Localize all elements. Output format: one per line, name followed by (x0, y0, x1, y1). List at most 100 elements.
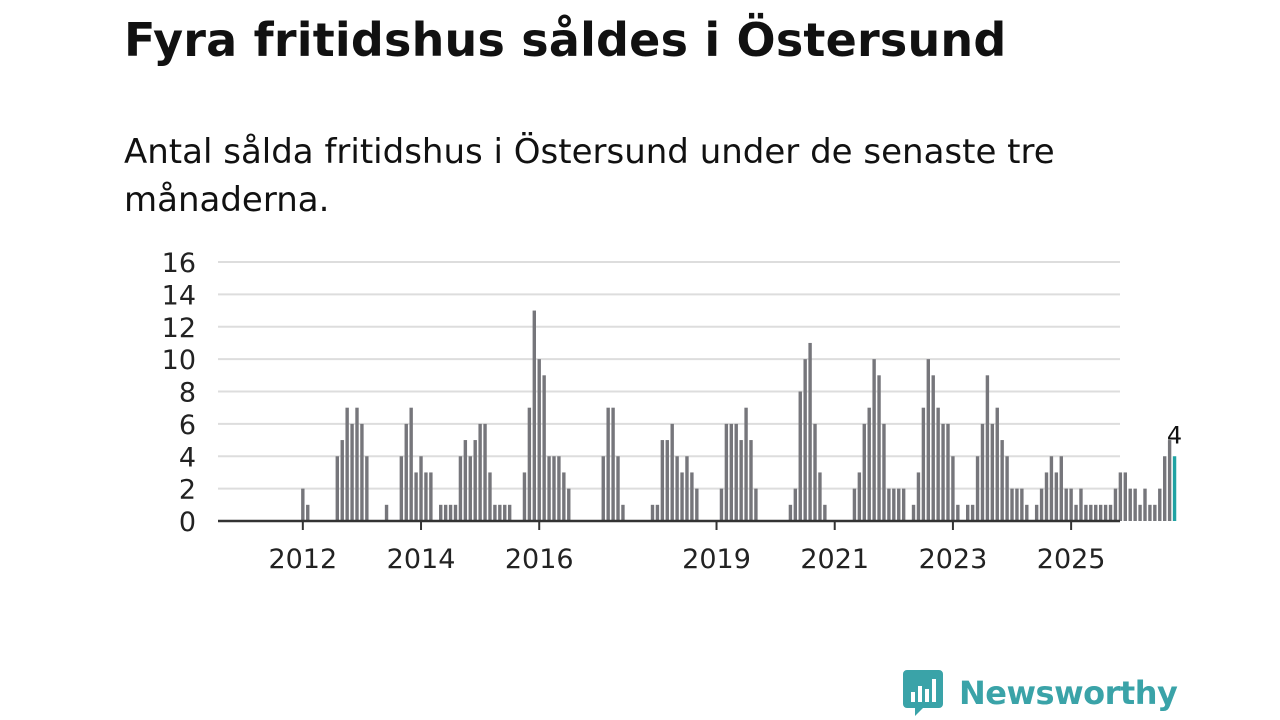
highlight-bar (1172, 456, 1177, 521)
bar (345, 407, 349, 521)
bar (1020, 488, 1024, 522)
bar (867, 407, 871, 521)
bar (946, 423, 950, 522)
bar (1133, 488, 1137, 522)
bar (1015, 488, 1019, 522)
bar (557, 456, 561, 521)
bar (916, 472, 921, 521)
bar (473, 440, 477, 521)
bar (808, 342, 812, 521)
bar (892, 488, 896, 522)
bar (621, 504, 625, 521)
x-axis-ticks: 2012 2014 2016 2019 2021 2023 2025 (268, 521, 1105, 575)
bar (1138, 504, 1142, 521)
bar (419, 456, 423, 521)
bar (552, 456, 556, 521)
x-tick-label: 2021 (800, 544, 869, 575)
bar (1103, 504, 1108, 521)
bar (897, 488, 901, 522)
bars (301, 310, 1177, 522)
bar (1113, 488, 1118, 522)
bar (813, 423, 817, 522)
bar (606, 407, 610, 521)
bar (980, 423, 985, 522)
bar (690, 472, 694, 521)
bar (936, 407, 940, 521)
bar (1094, 504, 1098, 521)
newsworthy-logo: Newsworthy (903, 670, 1178, 716)
bar (675, 456, 679, 521)
chart-subtitle: Antal sålda fritidshus i Östersund under… (124, 132, 1055, 220)
data-label: 4 (1167, 421, 1182, 449)
bar (399, 456, 404, 521)
bar (1064, 488, 1068, 522)
y-tick-label: 10 (162, 345, 196, 376)
bar (788, 504, 793, 521)
bar (468, 456, 472, 521)
bar (1044, 472, 1049, 521)
bar (744, 407, 748, 521)
bar (719, 488, 724, 522)
bar (567, 488, 571, 522)
bar (798, 391, 802, 521)
bar (852, 488, 857, 522)
bar (1143, 488, 1147, 522)
x-tick-label: 2019 (682, 544, 751, 575)
bar (887, 488, 891, 522)
bar (803, 359, 807, 522)
bar (990, 423, 995, 522)
bar (749, 440, 753, 521)
bar (429, 472, 433, 521)
bar (660, 440, 665, 521)
bar (409, 407, 413, 521)
bar (1163, 456, 1167, 521)
bar (857, 472, 862, 521)
bar (365, 456, 369, 521)
bar (995, 407, 999, 521)
bar (414, 472, 418, 521)
bar (793, 488, 798, 522)
bar (424, 472, 428, 521)
chart-title: Fyra fritidshus såldes i Östersund (124, 13, 1007, 67)
y-tick-label: 16 (162, 248, 196, 279)
bar (1054, 472, 1059, 521)
bar (542, 375, 546, 521)
y-tick-label: 0 (179, 507, 196, 538)
bar (970, 504, 975, 521)
bar (1108, 504, 1113, 521)
bar (439, 504, 443, 521)
bar (463, 440, 468, 521)
bar (507, 504, 512, 521)
bar (1158, 488, 1162, 522)
bar (911, 504, 916, 521)
bar (985, 375, 990, 521)
bar (404, 423, 408, 522)
bar (458, 456, 463, 521)
bar (478, 423, 482, 522)
bar (734, 423, 738, 522)
bar (941, 423, 945, 522)
bar (1074, 504, 1078, 521)
bar (453, 504, 458, 521)
bar (680, 472, 684, 521)
bar (872, 359, 876, 522)
x-tick-label: 2012 (268, 544, 337, 575)
data-labels: 4 (1167, 421, 1182, 449)
bar (537, 359, 541, 522)
bar (901, 488, 906, 522)
bar (877, 375, 881, 521)
bar (562, 472, 566, 521)
bar (360, 423, 364, 522)
bar (1079, 488, 1083, 522)
bar (665, 440, 669, 521)
bar (956, 504, 960, 521)
bar (754, 488, 758, 522)
bar (670, 423, 674, 522)
bar (975, 456, 980, 521)
bar (488, 472, 492, 521)
y-tick-label: 8 (179, 378, 196, 409)
bar (1123, 472, 1127, 521)
y-tick-label: 14 (162, 280, 196, 311)
bar (823, 504, 827, 521)
bar (1010, 488, 1014, 522)
